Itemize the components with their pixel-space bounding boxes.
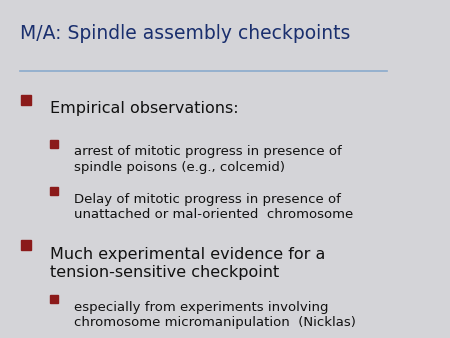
Text: especially from experiments involving
chromosome micromanipulation  (Nicklas): especially from experiments involving ch…	[74, 301, 356, 329]
Text: Empirical observations:: Empirical observations:	[50, 101, 238, 116]
Text: M/A: Spindle assembly checkpoints: M/A: Spindle assembly checkpoints	[20, 24, 351, 43]
Text: arrest of mitotic progress in presence of
spindle poisons (e.g., colcemid): arrest of mitotic progress in presence o…	[74, 145, 342, 174]
Text: Delay of mitotic progress in presence of
unattached or mal-oriented  chromosome: Delay of mitotic progress in presence of…	[74, 193, 354, 221]
Text: Much experimental evidence for a
tension-sensitive checkpoint: Much experimental evidence for a tension…	[50, 247, 325, 280]
